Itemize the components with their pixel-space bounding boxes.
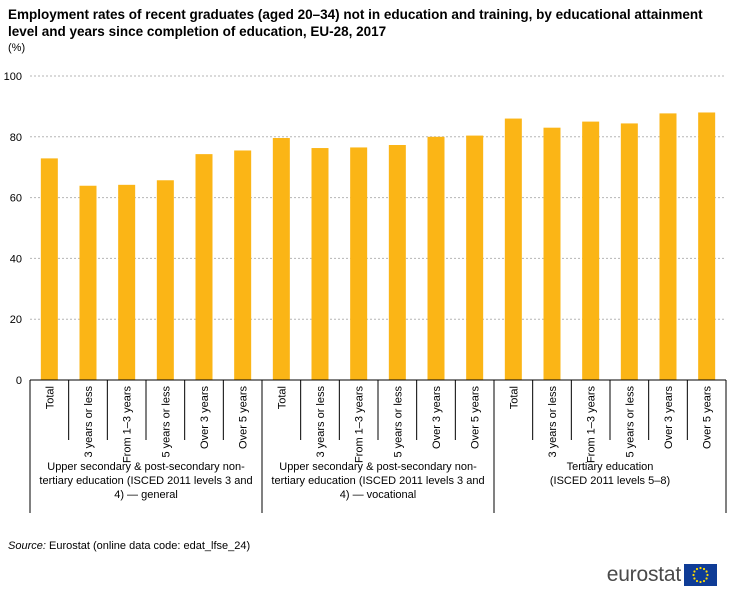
y-tick-label: 0 — [16, 375, 22, 387]
bar — [543, 127, 561, 381]
bar — [311, 148, 329, 380]
flag-star — [695, 567, 699, 571]
bar — [698, 112, 716, 380]
category-label: 3 years or less — [315, 386, 327, 458]
category-label: Total — [508, 386, 520, 409]
bar — [388, 145, 406, 380]
category-label: Over 3 years — [431, 386, 443, 449]
group-label: tertiary education (ISCED 2011 levels 3 … — [39, 475, 252, 487]
bar — [466, 135, 484, 380]
flag-star — [692, 573, 695, 577]
bar — [504, 118, 522, 380]
group-label: (ISCED 2011 levels 5–8) — [550, 475, 670, 487]
bar — [659, 113, 677, 380]
category-label: 5 years or less — [624, 386, 636, 458]
flag-star — [705, 570, 708, 573]
y-tick-label: 60 — [10, 193, 22, 205]
category-label: Over 3 years — [663, 386, 675, 449]
source-note: Source: Eurostat (online data code: edat… — [8, 540, 250, 552]
eurostat-logo: eurostat — [607, 562, 717, 588]
category-label: Over 5 years — [470, 386, 482, 449]
flag-star — [702, 567, 706, 571]
flag-star — [693, 577, 696, 580]
category-label: Over 3 years — [199, 386, 211, 449]
labels: 0 20 40 60 80 100 Total 3 years or less From 1–3… — [4, 71, 714, 501]
group-label: 4) — vocational — [340, 489, 416, 501]
category-label: Over 5 years — [702, 386, 714, 449]
gridlines — [30, 75, 726, 320]
y-tick-label: 100 — [4, 71, 22, 83]
bar — [427, 136, 445, 380]
y-tick-label: 40 — [10, 253, 22, 265]
flag-star — [693, 570, 696, 573]
chart-title: Employment rates of recent graduates (ag… — [8, 7, 703, 39]
category-label: Total — [44, 386, 56, 409]
unit-label: (%) — [8, 42, 26, 54]
bar-chart: 0 20 40 60 80 100 Total 3 years or less From 1–3… — [4, 71, 727, 513]
group-label: Tertiary education — [567, 461, 654, 473]
category-label: From 1–3 years — [586, 386, 598, 464]
source-label: Source: — [8, 540, 46, 552]
category-label: 5 years or less — [160, 386, 172, 458]
source-text: Eurostat (online data code: edat_lfse_24… — [48, 540, 251, 552]
category-label: Over 5 years — [238, 386, 250, 449]
y-tick-label: 20 — [10, 314, 22, 326]
bar — [620, 123, 638, 380]
flag-star — [699, 580, 702, 584]
bar — [272, 138, 290, 380]
bar — [195, 154, 213, 380]
group-label: Upper secondary & post-secondary non- — [279, 461, 477, 473]
category-label: 3 years or less — [83, 386, 95, 458]
flag-star — [699, 566, 702, 570]
bar — [350, 147, 368, 380]
flag-star — [702, 579, 706, 583]
category-label: From 1–3 years — [354, 386, 366, 464]
category-label: 3 years or less — [547, 386, 559, 458]
group-label: Upper secondary & post-secondary non- — [47, 461, 245, 473]
logo-text: eurostat — [606, 563, 681, 586]
group-label: tertiary education (ISCED 2011 levels 3 … — [271, 475, 484, 487]
flag-star — [706, 573, 709, 577]
bar — [156, 180, 174, 380]
category-label: Total — [276, 386, 288, 409]
category-label: 5 years or less — [392, 386, 404, 458]
bar — [40, 158, 58, 380]
flag-star — [695, 579, 699, 583]
bar — [79, 185, 97, 380]
bar — [582, 121, 600, 380]
bar — [234, 150, 252, 380]
y-tick-label: 80 — [10, 132, 22, 144]
eu-flag-icon — [684, 564, 717, 586]
flag-star — [705, 577, 708, 580]
group-label: 4) — general — [114, 489, 178, 501]
flag-background — [684, 564, 717, 586]
category-label: From 1–3 years — [122, 386, 134, 464]
bar — [118, 184, 136, 380]
axes — [29, 379, 727, 513]
bars — [40, 112, 716, 381]
